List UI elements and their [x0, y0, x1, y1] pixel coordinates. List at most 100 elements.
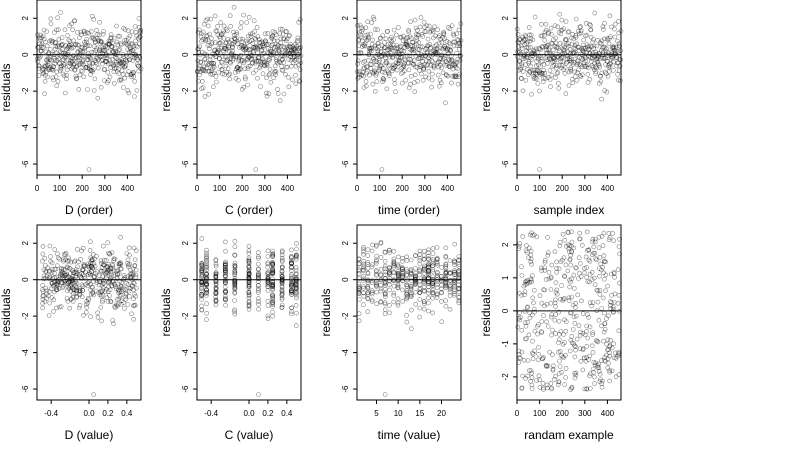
data-point	[573, 372, 579, 378]
data-point	[50, 67, 56, 73]
data-point	[601, 329, 607, 335]
data-point	[417, 297, 423, 302]
data-point	[73, 274, 78, 280]
data-point	[255, 296, 261, 301]
data-point	[131, 287, 136, 293]
data-point	[253, 67, 259, 73]
data-point	[108, 65, 113, 70]
data-point	[136, 68, 141, 74]
data-point	[542, 70, 548, 76]
data-point	[105, 70, 111, 75]
data-point	[70, 294, 76, 300]
data-point	[251, 44, 256, 50]
data-point	[566, 83, 572, 88]
data-point	[605, 74, 611, 79]
data-point	[387, 287, 392, 293]
data-point	[68, 284, 73, 289]
y-tick-label: -6	[501, 160, 510, 168]
data-point	[45, 74, 50, 80]
data-point	[356, 311, 362, 317]
data-point	[565, 229, 571, 235]
data-point	[76, 42, 81, 48]
data-point	[75, 30, 80, 35]
data-point	[574, 41, 580, 47]
data-point	[426, 281, 431, 287]
data-point	[587, 373, 592, 379]
data-point	[126, 264, 131, 270]
data-point	[409, 307, 414, 313]
data-point	[597, 266, 602, 271]
data-point	[612, 21, 618, 27]
data-point	[79, 32, 84, 38]
data-point	[617, 78, 623, 84]
data-point	[519, 76, 525, 81]
data-point	[208, 16, 213, 22]
data-point	[592, 282, 598, 288]
data-point	[385, 70, 391, 75]
data-point	[556, 48, 562, 54]
data-point	[295, 35, 301, 41]
data-point	[255, 250, 261, 255]
data-point	[232, 284, 238, 289]
data-point	[543, 362, 549, 368]
data-point	[420, 59, 425, 64]
data-point	[374, 271, 379, 277]
data-point	[294, 56, 299, 62]
data-point	[563, 19, 569, 24]
data-point	[548, 287, 554, 292]
data-point	[569, 334, 575, 339]
data-point	[50, 66, 55, 72]
data-point	[133, 38, 138, 44]
data-point	[582, 265, 587, 271]
y-tick-label: -2	[341, 312, 350, 320]
data-point	[74, 288, 79, 294]
data-point	[279, 67, 285, 73]
data-point	[391, 293, 397, 298]
y-tick-label: -4	[181, 349, 190, 357]
data-point	[115, 42, 121, 47]
data-point	[227, 13, 233, 18]
data-point	[608, 303, 613, 308]
data-point	[356, 318, 362, 324]
data-point	[374, 258, 379, 264]
data-point	[519, 385, 525, 391]
data-point	[106, 49, 111, 55]
data-point	[72, 18, 77, 24]
data-point	[542, 267, 548, 273]
data-point	[204, 250, 209, 256]
y-tick-label: 0	[21, 52, 30, 57]
data-point	[574, 336, 580, 342]
data-point	[519, 273, 525, 278]
data-point	[526, 368, 532, 373]
data-point	[576, 255, 582, 261]
data-point	[365, 58, 371, 63]
data-point	[107, 268, 112, 274]
data-point	[556, 371, 562, 376]
data-point	[246, 289, 252, 295]
data-point	[87, 248, 93, 253]
y-tick-label: -2	[181, 312, 190, 320]
data-point	[432, 43, 438, 49]
y-tick-label: -2	[181, 87, 190, 95]
data-point	[84, 310, 89, 315]
data-point	[265, 316, 271, 321]
data-point	[87, 55, 93, 60]
data-point	[270, 299, 275, 305]
data-point	[391, 299, 397, 305]
data-point	[395, 268, 401, 274]
data-point	[580, 367, 586, 373]
data-point	[89, 67, 94, 73]
data-points	[515, 229, 622, 392]
data-point	[430, 287, 436, 292]
data-point	[366, 35, 371, 40]
data-point	[199, 262, 204, 268]
data-point	[252, 35, 258, 41]
data-point	[254, 45, 260, 51]
data-point	[612, 34, 618, 40]
data-point	[253, 167, 259, 172]
data-point	[251, 50, 256, 55]
data-point	[79, 248, 84, 254]
data-point	[244, 20, 249, 25]
data-point	[128, 271, 133, 277]
